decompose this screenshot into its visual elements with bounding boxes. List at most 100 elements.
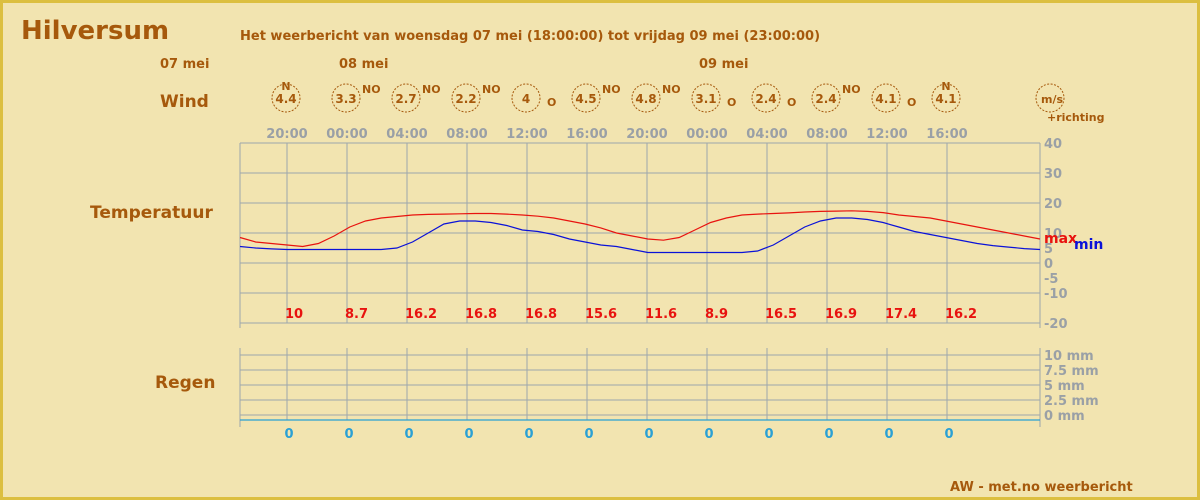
temp-ytick-label: 30 [1044, 167, 1062, 182]
wind-direction: NO [482, 83, 501, 96]
wind-speed: 3.3 [335, 92, 356, 106]
date-label-2: 08 mei [339, 57, 389, 72]
wind-circle [511, 83, 541, 113]
temp-value-label: 16.8 [525, 307, 557, 322]
hour-tick-label: 04:00 [386, 127, 427, 142]
hour-tick-label: 04:00 [746, 127, 787, 142]
wind-speed: 4.8 [635, 92, 656, 106]
wind-speed: 4.1 [935, 92, 956, 106]
wind-speed: 2.2 [455, 92, 476, 106]
wind-speed: 2.7 [395, 92, 416, 106]
hour-tick-label: 08:00 [446, 127, 487, 142]
rain-value-label: 0 [704, 427, 713, 442]
wind-circle [271, 83, 301, 113]
rain-value-label: 0 [764, 427, 773, 442]
wind-circle [751, 83, 781, 113]
wind-circle [931, 83, 961, 113]
wind-speed: 4 [522, 92, 530, 106]
rain-value-label: 0 [404, 427, 413, 442]
wind-circle [691, 83, 721, 113]
temp-value-label: 17.4 [885, 307, 917, 322]
wind-direction: O [787, 96, 796, 109]
temp-value-label: 8.7 [345, 307, 368, 322]
wind-direction: NO [662, 83, 681, 96]
wind-direction: N [941, 80, 950, 93]
rain-value-label: 0 [464, 427, 473, 442]
hour-tick-label: 12:00 [506, 127, 547, 142]
date-label-3: 09 mei [699, 57, 749, 72]
temp-value-label: 16.5 [765, 307, 797, 322]
temp-value-label: 10 [285, 307, 303, 322]
rain-row-label: Regen [155, 373, 216, 393]
temperature-row-label: Temperatuur [90, 203, 213, 223]
wind-circle [631, 83, 661, 113]
wind-direction: O [547, 96, 556, 109]
temp-value-label: 15.6 [585, 307, 617, 322]
rain-value-label: 0 [644, 427, 653, 442]
forecast-subtitle: Het weerbericht van woensdag 07 mei (18:… [240, 29, 821, 44]
rain-value-label: 0 [524, 427, 533, 442]
legend-max: max [1044, 231, 1077, 247]
wind-direction: NO [842, 83, 861, 96]
city-title: Hilversum [21, 16, 170, 46]
temp-ytick-label: 40 [1044, 137, 1062, 152]
series-line-min [239, 217, 1041, 254]
temp-ytick-label: 10 [1044, 227, 1062, 242]
wind-direction-note: +richting [1047, 111, 1105, 124]
wind-direction: NO [602, 83, 621, 96]
rain-ytick-label: 0 mm [1044, 409, 1085, 424]
rain-value-label: 0 [884, 427, 893, 442]
temp-ytick-label: 20 [1044, 197, 1062, 212]
temp-value-label: 11.6 [645, 307, 677, 322]
rain-ytick-label: 10 mm [1044, 349, 1094, 364]
temp-ytick-label: 0 [1044, 257, 1053, 272]
temp-ytick-label: -20 [1044, 317, 1068, 332]
series-line-max [239, 210, 1041, 248]
hour-tick-label: 00:00 [686, 127, 727, 142]
rain-value-label: 0 [584, 427, 593, 442]
source-footer: AW - met.no weerbericht [950, 480, 1133, 495]
wind-direction: NO [362, 83, 381, 96]
wind-speed: 4.5 [575, 92, 596, 106]
temp-value-label: 16.2 [945, 307, 977, 322]
temp-value-label: 16.8 [465, 307, 497, 322]
wind-direction: O [907, 96, 916, 109]
rain-value-label: 0 [344, 427, 353, 442]
wind-speed: 3.1 [695, 92, 716, 106]
wind-direction: N [281, 80, 290, 93]
wind-circle [571, 83, 601, 113]
temp-value-label: 16.9 [825, 307, 857, 322]
rain-ytick-label: 2.5 mm [1044, 394, 1099, 409]
wind-row-label: Wind [160, 92, 209, 112]
hour-tick-label: 16:00 [926, 127, 967, 142]
rain-value-label: 0 [284, 427, 293, 442]
wind-speed: 2.4 [755, 92, 776, 106]
hour-tick-label: 20:00 [266, 127, 307, 142]
temp-ytick-label: -10 [1044, 287, 1068, 302]
temp-value-label: 8.9 [705, 307, 728, 322]
hour-tick-label: 16:00 [566, 127, 607, 142]
temp-ytick-label: 5 [1044, 242, 1053, 257]
hour-tick-label: 12:00 [866, 127, 907, 142]
wind-unit-circle [1035, 83, 1065, 113]
wind-speed: 4.1 [875, 92, 896, 106]
rain-value-label: 0 [824, 427, 833, 442]
rain-ytick-label: 7.5 mm [1044, 364, 1099, 379]
wind-circle [811, 83, 841, 113]
rain-value-label: 0 [944, 427, 953, 442]
wind-speed: 2.4 [815, 92, 836, 106]
wind-unit-label: m/s [1041, 93, 1063, 106]
wind-circle [451, 83, 481, 113]
legend-min: min [1074, 237, 1103, 253]
hour-tick-label: 00:00 [326, 127, 367, 142]
date-label-1: 07 mei [160, 57, 210, 72]
wind-circle [871, 83, 901, 113]
wind-direction: O [727, 96, 736, 109]
temp-value-label: 16.2 [405, 307, 437, 322]
wind-circle [331, 83, 361, 113]
rain-ytick-label: 5 mm [1044, 379, 1085, 394]
temp-ytick-label: -5 [1044, 272, 1058, 287]
wind-speed: 4.4 [275, 92, 296, 106]
